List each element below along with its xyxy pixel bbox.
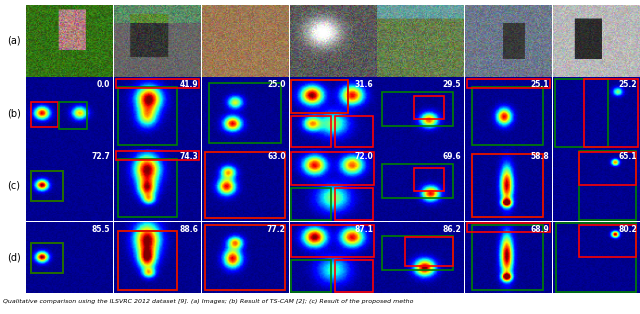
Text: (a): (a) [7, 36, 21, 46]
Bar [31, 102, 58, 127]
Text: 63.0: 63.0 [267, 152, 285, 161]
Bar [118, 231, 177, 290]
Bar [291, 80, 348, 113]
Text: 85.5: 85.5 [92, 225, 110, 234]
Bar [291, 80, 348, 113]
Bar [59, 102, 87, 129]
Text: 88.6: 88.6 [179, 225, 198, 234]
Bar [291, 225, 374, 257]
Text: 41.9: 41.9 [179, 80, 198, 89]
Bar [413, 168, 444, 191]
Bar [118, 87, 177, 145]
Bar [381, 164, 452, 198]
Bar [579, 225, 636, 257]
Bar [116, 79, 199, 88]
Text: 58.8: 58.8 [531, 152, 549, 161]
Text: 72.7: 72.7 [92, 152, 110, 161]
Bar [472, 154, 543, 218]
Bar [381, 236, 452, 270]
Bar [291, 116, 331, 147]
Bar [118, 231, 177, 290]
Bar [31, 171, 63, 201]
Text: 74.3: 74.3 [179, 152, 198, 161]
Bar [335, 116, 374, 147]
Bar [118, 159, 177, 218]
Text: 80.2: 80.2 [618, 225, 637, 234]
Text: (d): (d) [7, 252, 21, 263]
Text: 25.0: 25.0 [267, 80, 285, 89]
Text: (b): (b) [7, 108, 21, 118]
Bar [291, 260, 331, 292]
Bar [405, 237, 452, 266]
Bar [31, 243, 63, 273]
Bar [579, 151, 636, 219]
Text: 0.0: 0.0 [97, 80, 110, 89]
Text: 25.1: 25.1 [531, 80, 549, 89]
Text: Qualitative comparison using the ILSVRC 2012 dataset [9]. (a) Images; (b) Result: Qualitative comparison using the ILSVRC … [3, 299, 413, 304]
Text: 29.5: 29.5 [443, 80, 461, 89]
Bar [413, 96, 444, 119]
Bar [116, 151, 199, 160]
Bar [381, 92, 452, 126]
Text: 72.0: 72.0 [355, 152, 374, 161]
Bar [31, 171, 63, 201]
Text: 77.2: 77.2 [267, 225, 285, 234]
Bar [472, 154, 543, 218]
Bar [472, 87, 543, 145]
Bar [209, 83, 282, 143]
Bar [467, 223, 550, 232]
Bar [467, 79, 550, 88]
Text: 69.6: 69.6 [443, 152, 461, 161]
Text: 68.9: 68.9 [531, 225, 549, 234]
Bar [579, 152, 636, 185]
Text: 31.6: 31.6 [355, 80, 374, 89]
Bar [31, 243, 63, 273]
Bar [335, 188, 374, 219]
Text: 87.1: 87.1 [355, 225, 374, 234]
Bar [555, 79, 608, 147]
Text: (c): (c) [8, 180, 20, 190]
Bar [472, 225, 543, 290]
Bar [291, 152, 374, 185]
Text: 65.1: 65.1 [618, 152, 637, 161]
Bar [291, 188, 331, 219]
Bar [584, 79, 637, 147]
Bar [335, 260, 374, 292]
Text: 86.2: 86.2 [442, 225, 461, 234]
Text: 25.2: 25.2 [618, 80, 637, 89]
